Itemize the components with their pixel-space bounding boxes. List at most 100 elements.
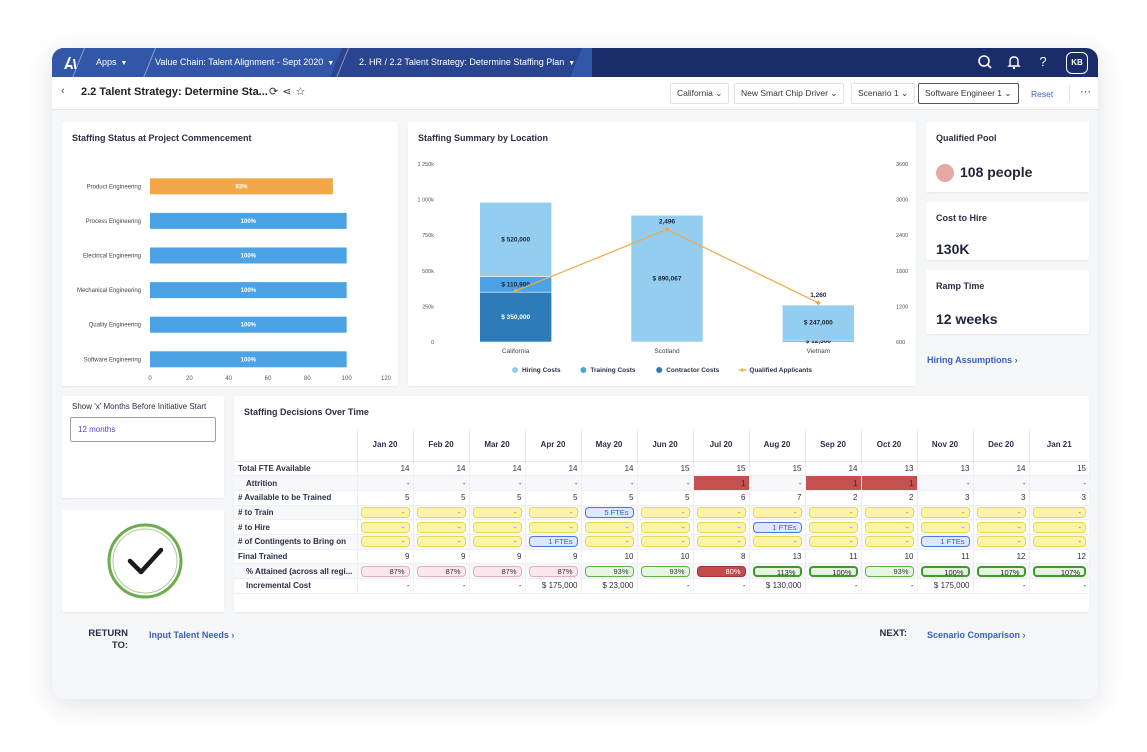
filter-region[interactable]: California ⌄	[670, 83, 730, 104]
editable-cell[interactable]: -	[808, 521, 858, 533]
editable-cell[interactable]: -	[416, 506, 466, 518]
table-cell[interactable]: -	[1028, 534, 1089, 550]
user-avatar[interactable]: KB	[1066, 52, 1088, 74]
breadcrumb-model[interactable]: Value Chain: Talent Alignment - Sept 202…	[155, 48, 334, 77]
editable-cell[interactable]: -	[1032, 521, 1086, 533]
editable-cell[interactable]: -	[640, 506, 690, 518]
reset-button[interactable]: Reset	[1031, 89, 1054, 99]
bell-icon[interactable]	[1005, 53, 1023, 71]
editable-cell[interactable]: -	[696, 536, 746, 548]
table-cell[interactable]: -	[804, 534, 861, 550]
back-arrow-icon[interactable]: ‹	[61, 85, 65, 97]
table-cell[interactable]: -	[580, 519, 637, 535]
share-icon[interactable]: ⋖	[282, 86, 296, 98]
table-cell[interactable]: -	[692, 505, 749, 521]
sync-icon[interactable]: ⟳	[269, 86, 283, 98]
editable-cell[interactable]: -	[920, 506, 970, 518]
table-cell[interactable]: -	[468, 534, 525, 550]
editable-cell[interactable]: -	[752, 536, 802, 548]
table-cell[interactable]: -	[804, 505, 861, 521]
table-cell[interactable]: -	[412, 505, 469, 521]
anaplan-logo-icon[interactable]	[62, 55, 78, 71]
editable-cell[interactable]: -	[416, 536, 466, 548]
editable-cell[interactable]: -	[584, 521, 634, 533]
table-cell[interactable]: -	[860, 505, 917, 521]
filter-scenario[interactable]: Scenario 1 ⌄	[851, 83, 916, 104]
hiring-assumptions-link[interactable]: Hiring Assumptions ›	[927, 355, 1018, 365]
table-cell[interactable]: 1 FTEs	[916, 534, 973, 550]
editable-cell[interactable]: -	[1032, 536, 1086, 548]
editable-cell[interactable]: -	[1032, 506, 1086, 518]
table-cell[interactable]: -	[356, 519, 413, 535]
table-cell[interactable]: 5 FTEs	[580, 505, 637, 521]
table-cell[interactable]: -	[1028, 505, 1089, 521]
table-cell[interactable]: -	[916, 505, 973, 521]
table-cell[interactable]: -	[524, 519, 581, 535]
table-cell[interactable]: -	[1028, 519, 1089, 535]
editable-cell[interactable]: -	[976, 521, 1026, 533]
editable-cell[interactable]: -	[752, 506, 802, 518]
table-cell[interactable]: 1 FTEs	[524, 534, 581, 550]
table-cell[interactable]: -	[972, 534, 1029, 550]
table-cell[interactable]: -	[636, 505, 693, 521]
editable-cell[interactable]: -	[528, 506, 578, 518]
apps-menu[interactable]: Apps ▼	[96, 48, 127, 77]
editable-cell[interactable]: 5 FTEs	[584, 506, 634, 518]
editable-cell[interactable]: -	[696, 521, 746, 533]
filter-role[interactable]: Software Engineer 1 ⌄	[918, 83, 1019, 104]
editable-cell[interactable]: 1 FTEs	[920, 536, 970, 548]
editable-cell[interactable]: -	[976, 536, 1026, 548]
editable-cell[interactable]: -	[360, 521, 410, 533]
editable-cell[interactable]: -	[864, 506, 914, 518]
table-cell[interactable]: -	[804, 519, 861, 535]
editable-cell[interactable]: -	[808, 536, 858, 548]
more-options-icon[interactable]: ⋯	[1080, 86, 1091, 98]
search-icon[interactable]	[976, 53, 994, 71]
table-cell[interactable]: -	[636, 519, 693, 535]
table-cell[interactable]: -	[972, 505, 1029, 521]
table-cell[interactable]: -	[748, 534, 805, 550]
return-link[interactable]: Input Talent Needs ›	[149, 630, 235, 640]
next-link[interactable]: Scenario Comparison ›	[927, 630, 1026, 640]
editable-cell[interactable]: -	[472, 521, 522, 533]
editable-cell[interactable]: -	[976, 506, 1026, 518]
editable-cell[interactable]: -	[864, 536, 914, 548]
star-icon[interactable]: ☆	[295, 86, 310, 98]
table-cell[interactable]: -	[860, 519, 917, 535]
table-cell[interactable]: -	[468, 505, 525, 521]
editable-cell[interactable]: -	[472, 506, 522, 518]
table-cell[interactable]: -	[692, 519, 749, 535]
table-cell[interactable]: -	[412, 519, 469, 535]
editable-cell[interactable]: -	[584, 536, 634, 548]
table-cell[interactable]: -	[916, 519, 973, 535]
help-icon[interactable]: ?	[1039, 54, 1047, 69]
breadcrumb-page[interactable]: 2. HR / 2.2 Talent Strategy: Determine S…	[359, 48, 575, 77]
months-input[interactable]: 12 months	[70, 417, 216, 442]
editable-cell[interactable]: 1 FTEs	[752, 521, 802, 533]
editable-cell[interactable]: -	[696, 506, 746, 518]
editable-cell[interactable]: -	[920, 521, 970, 533]
table-cell[interactable]: -	[636, 534, 693, 550]
table-cell[interactable]: -	[748, 505, 805, 521]
table-cell[interactable]: -	[412, 534, 469, 550]
table-cell[interactable]: -	[692, 534, 749, 550]
editable-cell[interactable]: -	[472, 536, 522, 548]
table-cell[interactable]: -	[356, 534, 413, 550]
editable-cell[interactable]: 1 FTEs	[528, 536, 578, 548]
editable-cell[interactable]: -	[528, 521, 578, 533]
table-cell[interactable]: 1 FTEs	[748, 519, 805, 535]
table-cell[interactable]: -	[580, 534, 637, 550]
table-cell[interactable]: -	[860, 534, 917, 550]
table-cell[interactable]: -	[468, 519, 525, 535]
editable-cell[interactable]: -	[864, 521, 914, 533]
editable-cell[interactable]: -	[640, 536, 690, 548]
editable-cell[interactable]: -	[360, 506, 410, 518]
filter-product[interactable]: New Smart Chip Driver ⌄	[734, 83, 845, 104]
editable-cell[interactable]: -	[640, 521, 690, 533]
editable-cell[interactable]: -	[416, 521, 466, 533]
table-cell[interactable]: -	[356, 505, 413, 521]
editable-cell[interactable]: -	[808, 506, 858, 518]
table-cell[interactable]: -	[972, 519, 1029, 535]
editable-cell[interactable]: -	[360, 536, 410, 548]
table-cell[interactable]: -	[524, 505, 581, 521]
